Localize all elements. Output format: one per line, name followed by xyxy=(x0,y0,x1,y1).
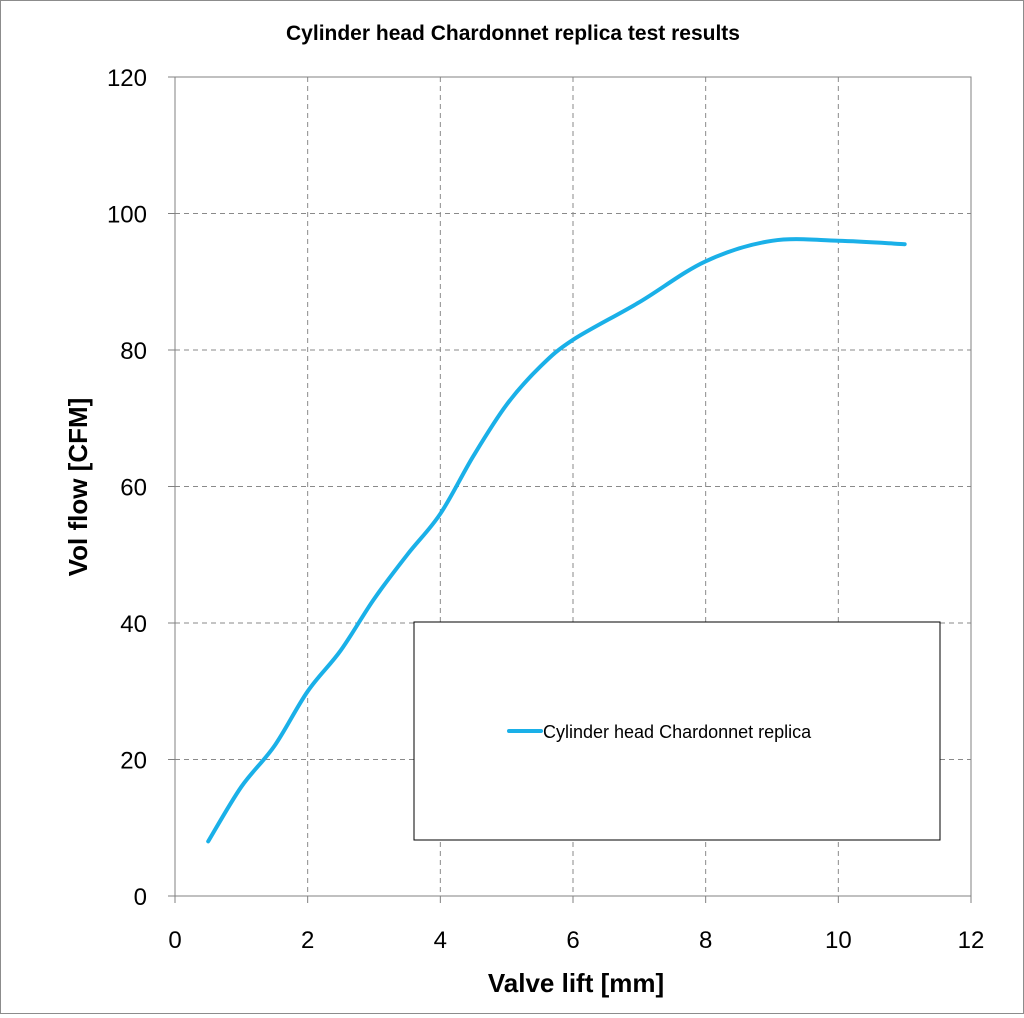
y-tick-label: 0 xyxy=(134,884,147,911)
x-tick-label: 0 xyxy=(168,927,181,954)
chart-title: Cylinder head Chardonnet replica test re… xyxy=(286,22,740,45)
x-tick-label: 4 xyxy=(434,927,447,954)
legend-box xyxy=(413,621,941,841)
x-tick-label: 8 xyxy=(699,927,712,954)
series-line xyxy=(206,237,907,844)
x-axis-title: Valve lift [mm] xyxy=(488,968,664,998)
x-tick-label: 2 xyxy=(301,927,314,954)
y-tick-label: 40 xyxy=(120,611,147,638)
y-tick-label: 60 xyxy=(120,475,147,502)
series-layer xyxy=(206,237,907,844)
legend-label: Cylinder head Chardonnet replica xyxy=(543,722,812,742)
x-tick-label: 10 xyxy=(825,927,852,954)
y-axis-title: Vol flow [CFM] xyxy=(63,398,93,577)
x-tick-label: 12 xyxy=(958,927,985,954)
y-tick-label: 120 xyxy=(107,65,147,92)
x-tick-label: 6 xyxy=(566,927,579,954)
y-tick-label: 80 xyxy=(120,338,147,365)
legend: Cylinder head Chardonnet replica xyxy=(413,621,941,841)
y-tick-label: 20 xyxy=(120,748,147,775)
y-tick-label: 100 xyxy=(107,202,147,229)
